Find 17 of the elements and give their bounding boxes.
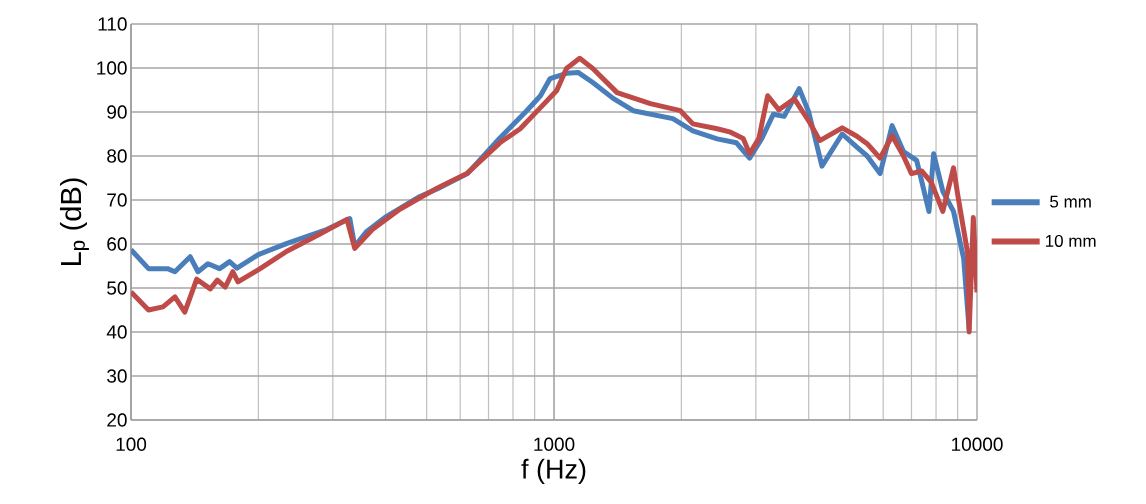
y-tick-label: 110 bbox=[98, 17, 127, 31]
x-tick-label: 1000 bbox=[534, 437, 575, 451]
y-tick-label: 20 bbox=[107, 413, 127, 427]
y-tick-label: 70 bbox=[107, 193, 127, 207]
y-axis-title: L$_{p}$ (dB) bbox=[59, 178, 89, 265]
y-tick-label: 80 bbox=[107, 149, 127, 163]
x-axis-title: f (Hz) bbox=[521, 458, 586, 485]
x-tick-label: 100 bbox=[116, 437, 147, 451]
y-tick-label: 60 bbox=[107, 237, 127, 251]
y-tick-label: 40 bbox=[106, 325, 127, 339]
y-tick-label: 50 bbox=[107, 281, 127, 295]
y-tick-label: 30 bbox=[107, 369, 127, 383]
legend-label: 5 mm bbox=[1050, 195, 1091, 208]
legend-label: 10 mm bbox=[1045, 234, 1096, 247]
x-tick-label: 10000 bbox=[952, 437, 1003, 451]
y-tick-label: 100 bbox=[97, 61, 127, 75]
y-tick-label: 90 bbox=[107, 105, 127, 119]
